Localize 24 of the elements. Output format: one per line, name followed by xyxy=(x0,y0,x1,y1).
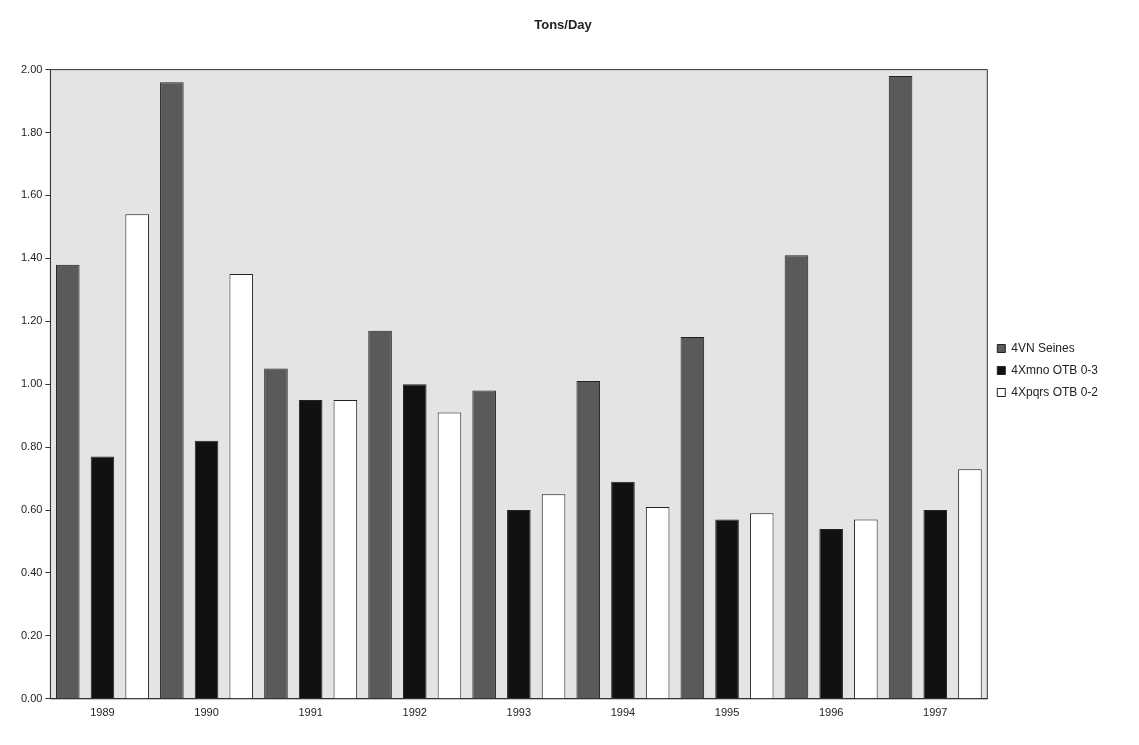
legend-label: 4Xpqrs OTB 0-2 xyxy=(1011,384,1099,399)
y-tick-label: 0.20 xyxy=(20,628,43,641)
x-tick-label: 1993 xyxy=(506,706,532,719)
y-tick-label: 2.00 xyxy=(20,62,43,75)
y-tick-label: 0.60 xyxy=(20,503,43,516)
y-tick-label: 0.00 xyxy=(20,691,43,704)
y-tick-label: 1.80 xyxy=(20,125,43,138)
x-tick-label: 1991 xyxy=(298,706,323,719)
x-tick-label: 1994 xyxy=(610,706,636,719)
y-tick-label: 1.60 xyxy=(20,188,43,201)
x-tick-label: 1997 xyxy=(923,706,948,719)
y-tick-label: 0.80 xyxy=(20,440,43,453)
y-tick-label: 0.40 xyxy=(20,565,43,578)
y-tick-label: 1.20 xyxy=(20,314,43,327)
y-tick-label: 1.00 xyxy=(20,377,43,390)
legend-label: 4Xmno OTB 0-3 xyxy=(1011,362,1099,377)
x-tick-label: 1989 xyxy=(90,706,115,719)
x-tick-label: 1995 xyxy=(714,706,740,719)
chart-title: Tons/Day xyxy=(534,17,593,33)
y-tick-label: 1.40 xyxy=(20,251,43,264)
x-tick-label: 1990 xyxy=(194,706,219,719)
legend-label: 4VN Seines xyxy=(1011,340,1075,355)
x-tick-label: 1992 xyxy=(402,706,427,719)
x-tick-label: 1996 xyxy=(818,706,844,719)
